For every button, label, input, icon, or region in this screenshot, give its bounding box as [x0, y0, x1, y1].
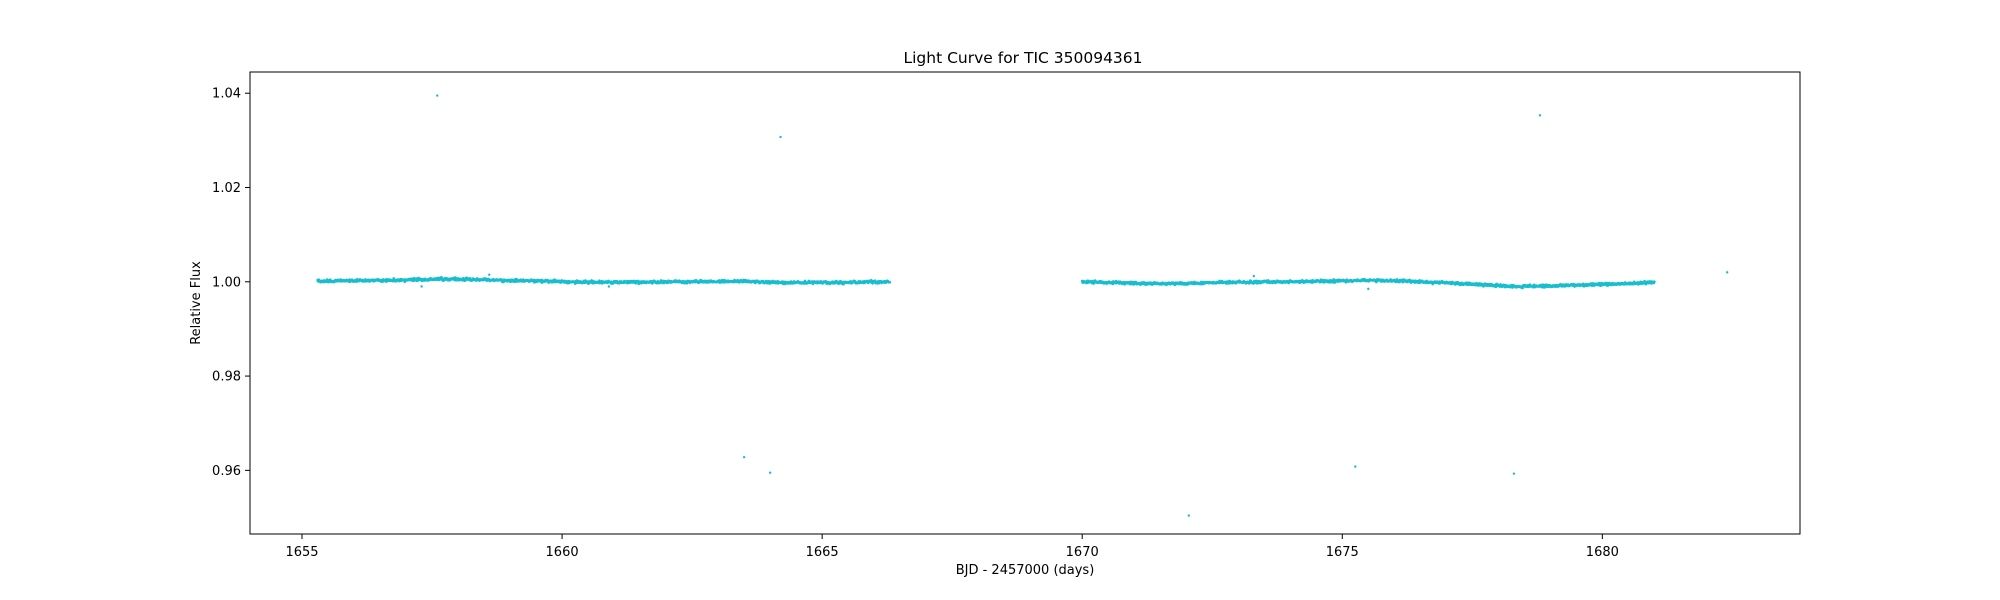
data-point — [888, 280, 892, 284]
plot-area-frame — [249, 71, 1801, 535]
x-tick-label: 1660 — [546, 545, 579, 560]
y-tick-label: 0.96 — [212, 464, 241, 479]
x-axis-ticks: 1655 1660 1665 1670 1675 1680 — [285, 534, 1619, 560]
outlier-point — [420, 285, 423, 288]
data-point — [721, 278, 724, 282]
y-tick-label: 1.02 — [212, 181, 241, 196]
outlier-point — [742, 455, 746, 459]
x-tick-label: 1655 — [285, 545, 318, 560]
x-tick-label: 1680 — [1586, 545, 1619, 560]
outlier-point — [779, 135, 782, 139]
y-axis-label: Relative Flux — [189, 261, 204, 345]
x-tick-label: 1670 — [1066, 545, 1099, 560]
outlier-point — [1512, 472, 1516, 475]
outlier-point — [1252, 274, 1256, 278]
outlier-point — [607, 285, 611, 288]
outlier-point — [1725, 271, 1729, 274]
y-tick-label: 0.98 — [212, 370, 241, 385]
y-tick-label: 1.00 — [212, 275, 241, 290]
x-axis-label: BJD - 2457000 (days) — [956, 563, 1095, 578]
x-tick-label: 1675 — [1326, 545, 1359, 560]
outlier-point — [1538, 114, 1542, 117]
outlier-point — [768, 471, 772, 474]
chart-title: Light Curve for TIC 350094361 — [903, 49, 1142, 67]
data-point — [415, 277, 418, 280]
outlier-point — [1367, 287, 1370, 291]
data-point — [1653, 280, 1656, 284]
outlier-point — [436, 94, 439, 97]
outlier-point — [488, 273, 491, 276]
y-axis-ticks: 0.96 0.98 1.00 1.02 1.04 — [212, 87, 250, 479]
outlier-point — [1187, 514, 1191, 517]
x-tick-label: 1665 — [806, 545, 839, 560]
outlier-point — [1354, 465, 1357, 468]
data-points — [316, 94, 1729, 517]
y-tick-label: 1.04 — [212, 87, 241, 102]
